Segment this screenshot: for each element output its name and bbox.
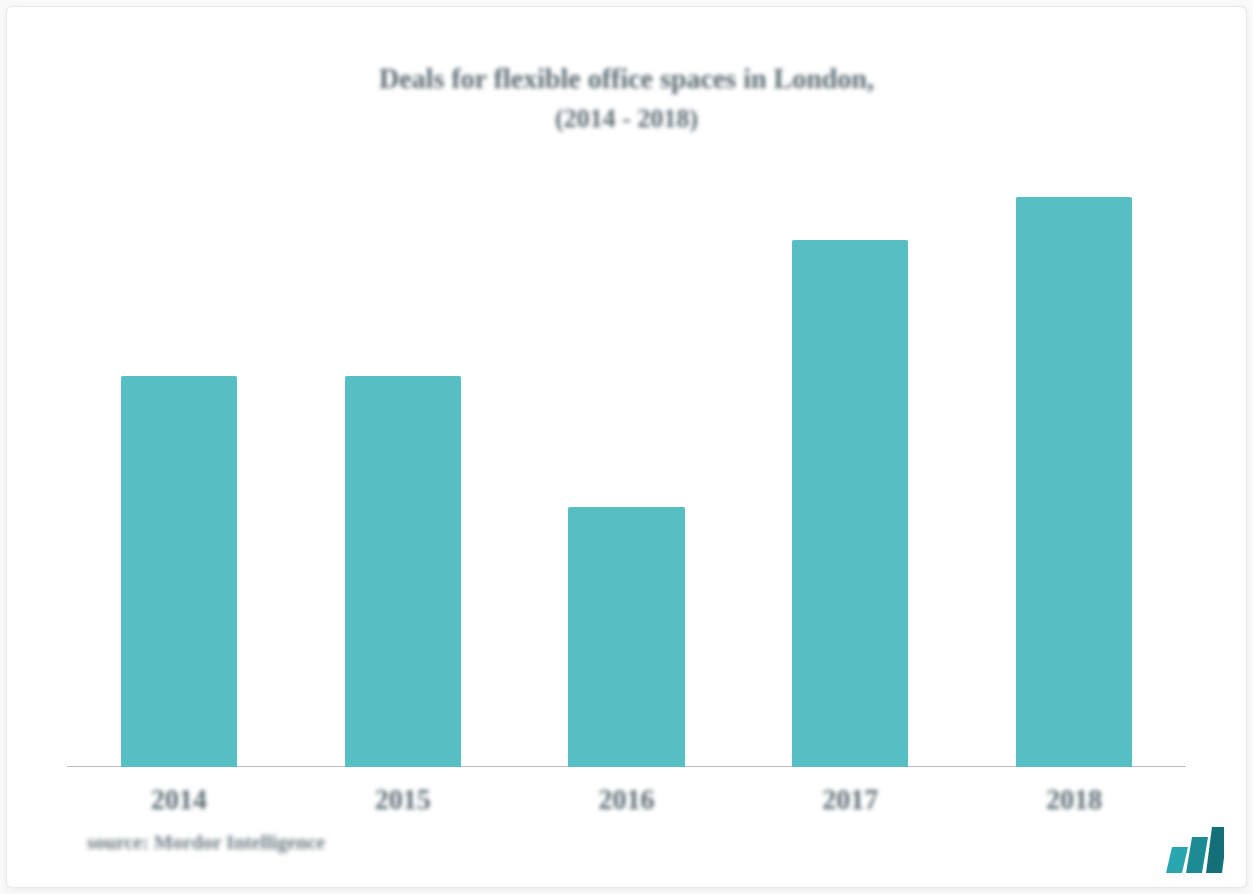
chart-card: Deals for flexible office spaces in Lond… (6, 6, 1247, 888)
x-axis-label: 2015 (375, 785, 431, 817)
source-text: source: Mordor Intelligence (87, 832, 325, 855)
chart-plot-area: 20142015201620172018 (67, 147, 1186, 767)
x-axis-label: 2018 (1046, 785, 1102, 817)
bar (121, 376, 237, 767)
x-axis-label: 2017 (822, 785, 878, 817)
bar (1016, 197, 1132, 767)
chart-title: Deals for flexible office spaces in Lond… (7, 61, 1246, 136)
brand-logo-icon (1164, 823, 1224, 873)
x-axis-label: 2014 (151, 785, 207, 817)
x-axis-label: 2016 (599, 785, 655, 817)
bar (792, 240, 908, 767)
bar (568, 507, 684, 767)
chart-title-line2: (2014 - 2018) (7, 101, 1246, 136)
bar (345, 376, 461, 767)
chart-title-line1: Deals for flexible office spaces in Lond… (7, 61, 1246, 99)
